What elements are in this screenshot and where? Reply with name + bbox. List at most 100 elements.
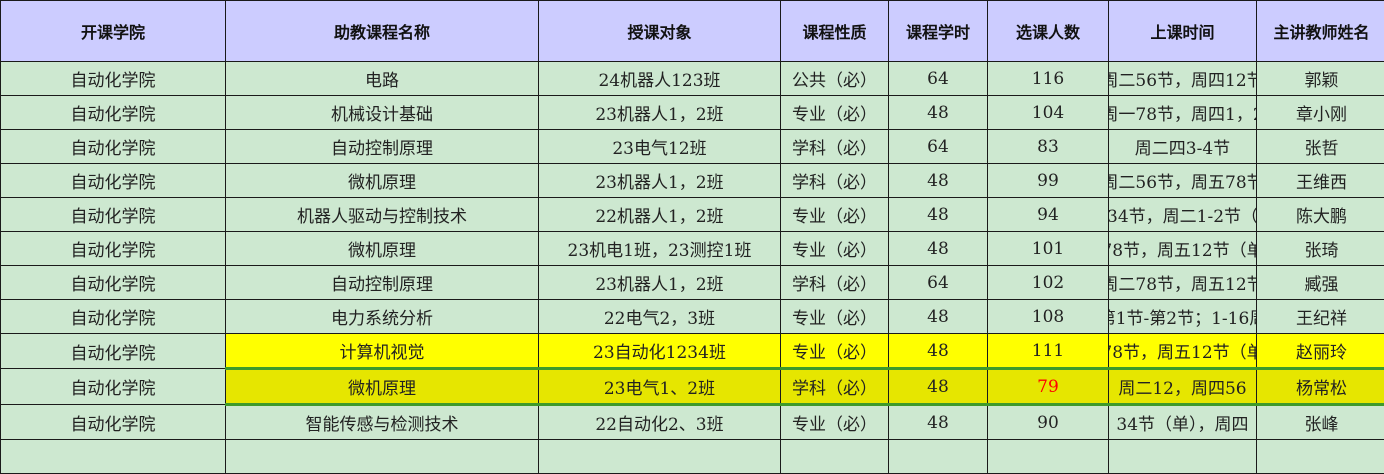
cell-teacher[interactable] — [1257, 440, 1384, 474]
cell-schedule[interactable]: 34节，周二1-2节（ — [1109, 198, 1257, 232]
cell-hours[interactable]: 48 — [889, 300, 988, 334]
cell-course-name[interactable]: 电力系统分析 — [226, 300, 539, 334]
cell-schedule[interactable]: 第1节-第2节；1-16周 — [1109, 300, 1257, 334]
cell-target-class[interactable]: 22自动化2、3班 — [539, 405, 781, 440]
cell-teacher[interactable]: 赵丽玲 — [1257, 334, 1384, 369]
cell-enrollment[interactable]: 102 — [988, 266, 1109, 300]
cell-schedule[interactable]: 周二56节，周四12节 — [1109, 62, 1257, 96]
cell-college[interactable]: 自动化学院 — [1, 369, 226, 405]
cell-enrollment[interactable]: 90 — [988, 405, 1109, 440]
cell-teacher[interactable]: 张峰 — [1257, 405, 1384, 440]
cell-target-class[interactable]: 23机器人1，2班 — [539, 164, 781, 198]
cell-teacher[interactable]: 王维西 — [1257, 164, 1384, 198]
header-schedule[interactable]: 上课时间 — [1109, 1, 1257, 62]
cell-college[interactable]: 自动化学院 — [1, 334, 226, 369]
cell-teacher[interactable]: 张哲 — [1257, 130, 1384, 164]
cell-course-name[interactable] — [226, 440, 539, 474]
cell-course-name[interactable]: 电路 — [226, 62, 539, 96]
cell-teacher[interactable]: 章小刚 — [1257, 96, 1384, 130]
cell-teacher[interactable]: 王纪祥 — [1257, 300, 1384, 334]
cell-college[interactable]: 自动化学院 — [1, 300, 226, 334]
cell-target-class[interactable] — [539, 440, 781, 474]
cell-course-name[interactable]: 自动控制原理 — [226, 130, 539, 164]
cell-schedule[interactable]: 周二12，周四56 — [1109, 369, 1257, 405]
cell-course-name[interactable]: 自动控制原理 — [226, 266, 539, 300]
cell-teacher[interactable]: 臧强 — [1257, 266, 1384, 300]
cell-college[interactable]: 自动化学院 — [1, 405, 226, 440]
cell-enrollment[interactable]: 108 — [988, 300, 1109, 334]
cell-college[interactable]: 自动化学院 — [1, 198, 226, 232]
cell-schedule[interactable]: 周二56节，周五78节 — [1109, 164, 1257, 198]
cell-schedule[interactable]: 34节（单），周四 — [1109, 405, 1257, 440]
cell-enrollment[interactable]: 104 — [988, 96, 1109, 130]
cell-enrollment[interactable]: 116 — [988, 62, 1109, 96]
cell-college[interactable]: 自动化学院 — [1, 232, 226, 266]
header-enrollment[interactable]: 选课人数 — [988, 1, 1109, 62]
cell-enrollment[interactable]: 111 — [988, 334, 1109, 369]
cell-course-type[interactable]: 专业（必） — [781, 232, 889, 266]
cell-course-type[interactable]: 学科（必） — [781, 266, 889, 300]
cell-hours[interactable]: 48 — [889, 198, 988, 232]
header-teacher[interactable]: 主讲教师姓名 — [1257, 1, 1384, 62]
cell-college[interactable] — [1, 440, 226, 474]
cell-course-type[interactable]: 学科（必） — [781, 164, 889, 198]
cell-course-name[interactable]: 机械设计基础 — [226, 96, 539, 130]
cell-target-class[interactable]: 23机电1班，23测控1班 — [539, 232, 781, 266]
cell-enrollment[interactable]: 79 — [988, 369, 1109, 405]
cell-college[interactable]: 自动化学院 — [1, 62, 226, 96]
cell-target-class[interactable]: 23机器人1，2班 — [539, 266, 781, 300]
cell-college[interactable]: 自动化学院 — [1, 164, 226, 198]
cell-course-name[interactable]: 机器人驱动与控制技术 — [226, 198, 539, 232]
cell-teacher[interactable]: 陈大鹏 — [1257, 198, 1384, 232]
cell-course-type[interactable]: 专业（必） — [781, 334, 889, 369]
cell-course-type[interactable] — [781, 440, 889, 474]
cell-hours[interactable]: 48 — [889, 334, 988, 369]
header-target-class[interactable]: 授课对象 — [539, 1, 781, 62]
cell-schedule[interactable]: 78节，周五12节（单 — [1109, 232, 1257, 266]
cell-course-type[interactable]: 专业（必） — [781, 198, 889, 232]
cell-target-class[interactable]: 23电气12班 — [539, 130, 781, 164]
cell-target-class[interactable]: 22机器人1，2班 — [539, 198, 781, 232]
cell-hours[interactable] — [889, 440, 988, 474]
cell-hours[interactable]: 48 — [889, 369, 988, 405]
cell-teacher[interactable]: 张琦 — [1257, 232, 1384, 266]
cell-course-name[interactable]: 计算机视觉 — [226, 334, 539, 369]
header-course-name[interactable]: 助教课程名称 — [226, 1, 539, 62]
cell-course-type[interactable]: 专业（必） — [781, 96, 889, 130]
cell-hours[interactable]: 48 — [889, 232, 988, 266]
cell-course-type[interactable]: 学科（必） — [781, 369, 889, 405]
cell-target-class[interactable]: 23电气1、2班 — [539, 369, 781, 405]
cell-target-class[interactable]: 23自动化1234班 — [539, 334, 781, 369]
cell-hours[interactable]: 64 — [889, 266, 988, 300]
cell-college[interactable]: 自动化学院 — [1, 130, 226, 164]
cell-college[interactable]: 自动化学院 — [1, 96, 226, 130]
cell-course-type[interactable]: 公共（必） — [781, 62, 889, 96]
cell-hours[interactable]: 64 — [889, 130, 988, 164]
cell-enrollment[interactable]: 94 — [988, 198, 1109, 232]
cell-course-type[interactable]: 专业（必） — [781, 300, 889, 334]
cell-schedule[interactable] — [1109, 440, 1257, 474]
cell-hours[interactable]: 48 — [889, 96, 988, 130]
cell-target-class[interactable]: 22电气2，3班 — [539, 300, 781, 334]
cell-hours[interactable]: 48 — [889, 164, 988, 198]
cell-course-type[interactable]: 学科（必） — [781, 130, 889, 164]
cell-hours[interactable]: 48 — [889, 405, 988, 440]
cell-enrollment[interactable] — [988, 440, 1109, 474]
header-course-type[interactable]: 课程性质 — [781, 1, 889, 62]
cell-course-name[interactable]: 智能传感与检测技术 — [226, 405, 539, 440]
cell-teacher[interactable]: 杨常松 — [1257, 369, 1384, 405]
cell-enrollment[interactable]: 99 — [988, 164, 1109, 198]
cell-course-type[interactable]: 专业（必） — [781, 405, 889, 440]
cell-course-name[interactable]: 微机原理 — [226, 232, 539, 266]
cell-enrollment[interactable]: 101 — [988, 232, 1109, 266]
cell-college[interactable]: 自动化学院 — [1, 266, 226, 300]
header-college[interactable]: 开课学院 — [1, 1, 226, 62]
cell-target-class[interactable]: 24机器人123班 — [539, 62, 781, 96]
cell-schedule[interactable]: 周一78节，周四1，2 — [1109, 96, 1257, 130]
cell-teacher[interactable]: 郭颖 — [1257, 62, 1384, 96]
cell-course-name[interactable]: 微机原理 — [226, 164, 539, 198]
cell-schedule[interactable]: 78节，周五12节（单 — [1109, 334, 1257, 369]
cell-enrollment[interactable]: 83 — [988, 130, 1109, 164]
cell-course-name[interactable]: 微机原理 — [226, 369, 539, 405]
cell-target-class[interactable]: 23机器人1，2班 — [539, 96, 781, 130]
